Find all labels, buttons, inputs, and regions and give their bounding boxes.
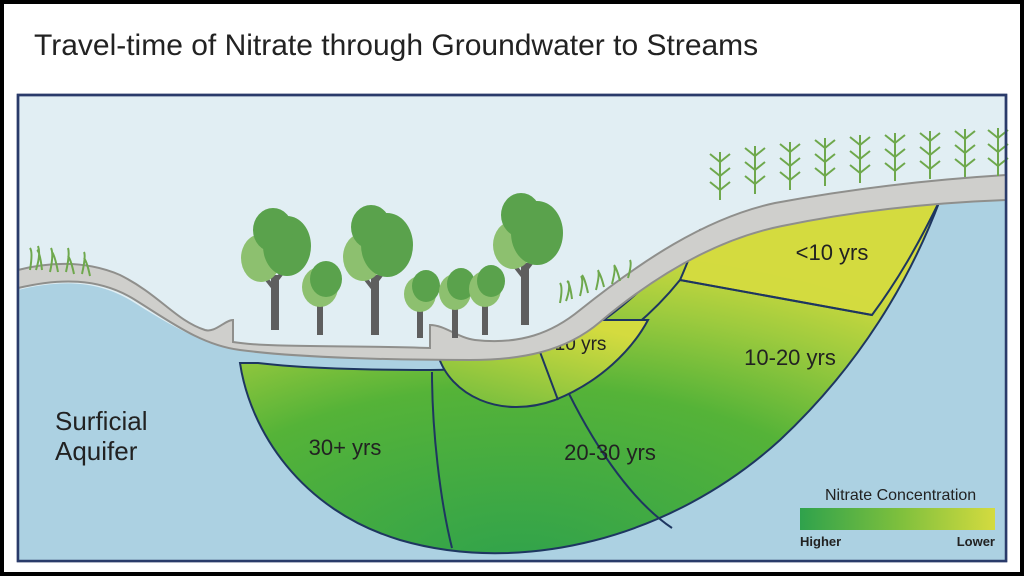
aquifer-label-line1: Surficial xyxy=(55,406,147,436)
legend-title: Nitrate Concentration xyxy=(825,487,976,504)
label-field-30plus: 30+ yrs xyxy=(309,435,382,460)
legend-higher: Higher xyxy=(800,534,841,549)
legend-lower: Lower xyxy=(957,534,995,549)
label-field-10-20: 10-20 yrs xyxy=(744,345,836,370)
diagram-title: Travel-time of Nitrate through Groundwat… xyxy=(34,29,758,62)
label-field-20-30: 20-30 yrs xyxy=(564,440,656,465)
nitrate-travel-time-diagram: Travel-time of Nitrate through Groundwat… xyxy=(0,0,1024,576)
aquifer-label-line2: Aquifer xyxy=(55,436,138,466)
label-field-lt10: <10 yrs xyxy=(796,240,869,265)
legend-gradient-bar xyxy=(800,508,995,530)
